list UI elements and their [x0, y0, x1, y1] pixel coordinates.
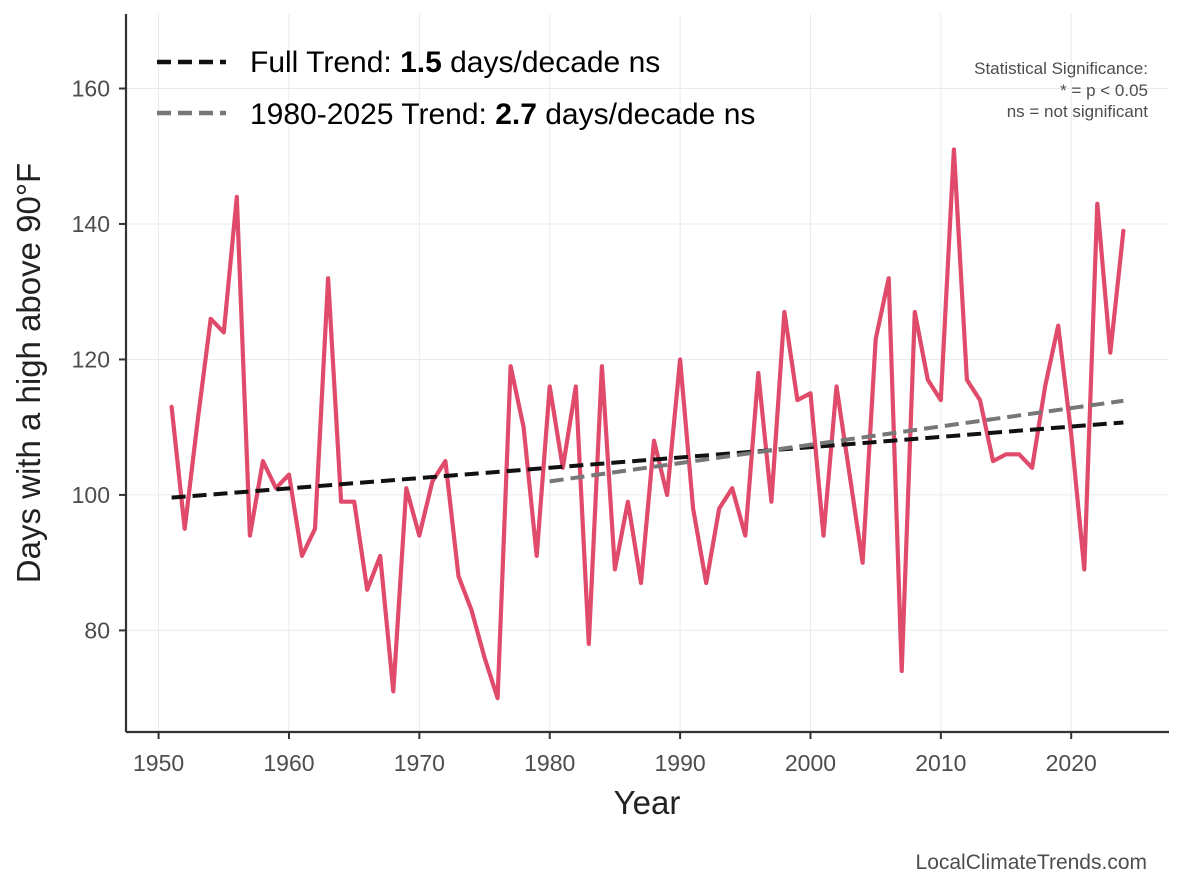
x-tick-label: 1950 — [133, 750, 184, 776]
legend-full-trend-prefix: Full Trend: — [250, 46, 400, 79]
significance-star: * = p < 0.05 — [1060, 81, 1148, 100]
x-tick-label: 1970 — [394, 750, 445, 776]
x-tick-label: 1960 — [263, 750, 314, 776]
legend-recent-trend-label: 1980-2025 Trend: 2.7 days/decade ns — [250, 98, 755, 131]
x-axis-title: Year — [614, 784, 681, 821]
y-tick-label: 160 — [72, 76, 110, 102]
series-layer — [169, 147, 1126, 701]
legend-recent-trend-rate: 2.7 — [495, 98, 537, 131]
legend-recent-trend-suffix: days/decade ns — [537, 98, 755, 131]
series-line — [169, 147, 1126, 701]
y-tick-label: 100 — [72, 482, 110, 508]
significance-title: Statistical Significance: — [974, 59, 1148, 78]
x-tick-label: 1990 — [655, 750, 706, 776]
x-tick-label: 2010 — [915, 750, 966, 776]
legend-full-trend-label: Full Trend: 1.5 days/decade ns — [250, 46, 660, 79]
significance-ns: ns = not significant — [1007, 102, 1149, 121]
trend-layer — [171, 398, 1124, 500]
y-tick-label: 140 — [72, 211, 110, 237]
full-trend-line — [171, 420, 1124, 500]
legend: Full Trend: 1.5 days/decade ns 1980-2025… — [157, 46, 755, 131]
significance-note: Statistical Significance: * = p < 0.05 n… — [974, 59, 1148, 121]
x-tick-label: 2020 — [1046, 750, 1097, 776]
legend-full-trend-suffix: days/decade ns — [442, 46, 660, 79]
x-tick-label: 2000 — [785, 750, 836, 776]
axes — [124, 14, 1169, 734]
y-axis-title: Days with a high above 90°F — [10, 163, 47, 583]
ticks: 1950 1960 1970 1980 1990 2000 2010 2020 80 100 120… — [72, 76, 1097, 776]
credit-label: LocalClimateTrends.com — [916, 851, 1147, 874]
y-tick-label: 120 — [72, 346, 110, 372]
recent-trend-line — [549, 398, 1124, 484]
legend-full-trend-rate: 1.5 — [400, 46, 442, 79]
legend-recent-trend-prefix: 1980-2025 Trend: — [250, 98, 495, 131]
y-tick-label: 80 — [84, 617, 110, 643]
x-tick-label: 1980 — [524, 750, 575, 776]
